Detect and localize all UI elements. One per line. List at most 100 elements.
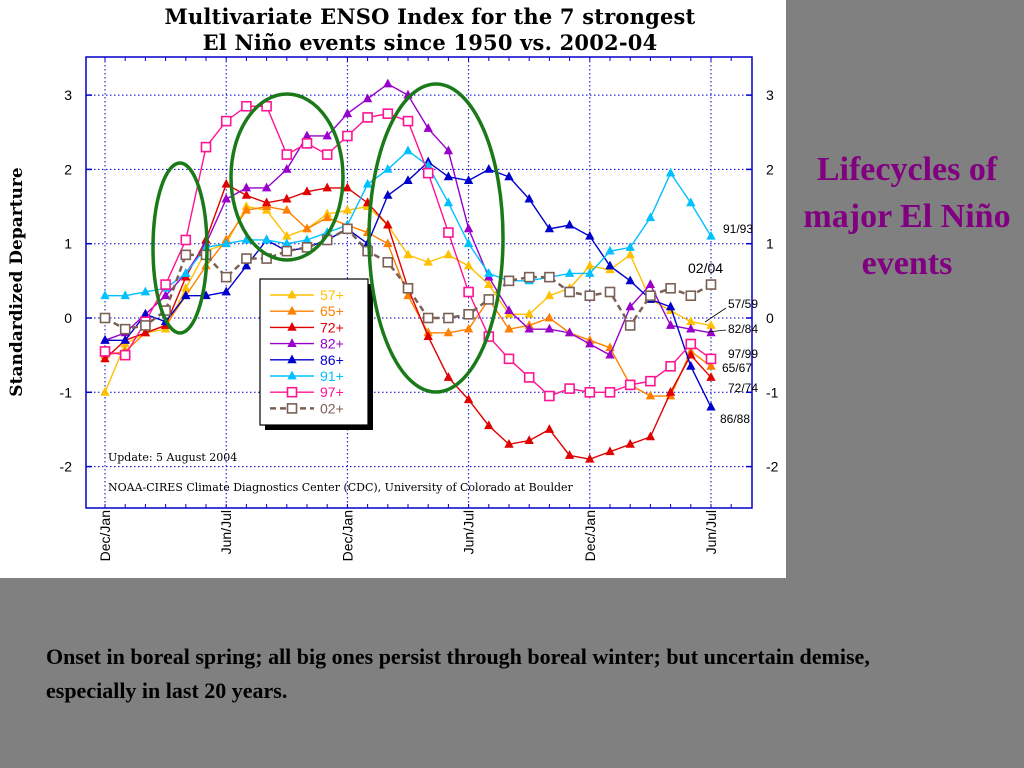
legend-label: 65+: [320, 303, 344, 319]
y-tick-label: 0: [64, 310, 72, 326]
data-point-72: [504, 438, 514, 448]
data-point-legend: [286, 403, 298, 414]
y-tick-label-right: 0: [766, 310, 774, 326]
data-point-72: [605, 446, 615, 456]
series-end-label: 57/59: [728, 297, 758, 311]
legend-label: 86+: [320, 352, 344, 368]
data-point-97: [705, 353, 717, 365]
series-end-label: 65/67: [722, 361, 752, 375]
data-point-86: [524, 193, 534, 203]
data-point-57: [463, 260, 474, 270]
data-point-72: [665, 386, 676, 396]
y-tick-label: 1: [64, 236, 72, 252]
data-point-82: [544, 323, 555, 333]
data-point-65: [302, 223, 312, 233]
data-point-82: [160, 290, 171, 300]
highlight-ellipse: [367, 82, 505, 394]
data-point-82: [322, 130, 332, 140]
data-point-82: [342, 108, 353, 118]
x-tick-label: Jun/Jul: [461, 510, 477, 554]
data-point-86: [463, 175, 474, 184]
highlight-ellipse: [151, 161, 209, 335]
data-point-72: [282, 193, 292, 203]
chart-figure: Multivariate ENSO Index for the 7 strong…: [0, 0, 786, 578]
series-end-label: 86/88: [720, 412, 750, 426]
y-tick-label-right: -1: [766, 384, 779, 400]
data-point-82: [504, 305, 514, 314]
data-point-72: [241, 190, 252, 199]
data-point-82: [282, 164, 292, 173]
data-point-82: [423, 123, 433, 132]
data-point-91: [403, 145, 413, 155]
legend-label: 97+: [320, 384, 344, 400]
data-point-02: [281, 245, 293, 257]
data-point-86: [100, 334, 110, 344]
legend-label: 02+: [320, 400, 344, 416]
data-point-97: [261, 100, 272, 112]
data-point-02: [503, 275, 515, 287]
end-label-leader: [707, 329, 727, 333]
data-point-02: [140, 320, 151, 331]
chart-note-update: Update: 5 August 2004: [108, 451, 237, 464]
data-point-91: [625, 242, 635, 251]
data-point-65: [706, 360, 716, 370]
data-point-97: [321, 149, 333, 160]
y-tick-label: -2: [60, 459, 73, 475]
data-point-02: [544, 271, 555, 283]
data-point-02: [624, 320, 636, 331]
data-point-86: [383, 190, 393, 199]
data-point-91: [665, 167, 676, 177]
data-point-72: [261, 197, 272, 207]
data-point-72: [443, 372, 454, 381]
series-end-label: 91/93: [723, 222, 753, 236]
data-point-82: [443, 145, 454, 155]
data-point-91: [362, 178, 373, 188]
data-point-65: [241, 204, 252, 214]
data-point-97: [220, 115, 232, 127]
data-point-02: [604, 286, 616, 298]
data-point-86: [585, 230, 595, 240]
data-point-82: [241, 182, 252, 192]
y-tick-label-right: 1: [766, 236, 774, 252]
data-point-57: [524, 308, 534, 318]
data-point-91: [120, 290, 130, 300]
legend-box: [259, 278, 369, 426]
line-chart: -2 -2 -1 -1 0 0 1 1 2 2 3 3 Dec/Jan Jun/Jul Dec/Jan Jun…: [7, 56, 779, 561]
data-point-91: [706, 230, 716, 240]
data-point-72: [423, 331, 433, 340]
data-point-82: [625, 301, 635, 311]
data-point-72: [564, 450, 575, 459]
data-point-97: [584, 386, 596, 398]
data-point-97: [544, 390, 555, 402]
chart-subtitle: El Niño events since 1950 vs. 2002-04: [202, 30, 658, 55]
data-point-57: [443, 249, 454, 259]
x-tick-label: Dec/Jan: [339, 510, 355, 561]
data-point-02: [523, 271, 535, 283]
data-point-91: [443, 197, 454, 207]
data-point-91: [564, 268, 575, 277]
data-point-86: [120, 334, 130, 344]
data-point-86: [686, 360, 696, 370]
data-point-97: [564, 383, 575, 394]
data-point-86: [443, 171, 454, 181]
data-point-72: [544, 424, 555, 433]
chart-title: Multivariate ENSO Index for the 7 strong…: [164, 4, 696, 29]
data-point-97: [645, 375, 656, 387]
data-point-02: [463, 308, 474, 320]
data-point-86: [241, 260, 252, 270]
data-point-91: [261, 234, 272, 244]
series-end-label: 02/04: [688, 260, 723, 276]
series-end-label: 82/84: [728, 322, 758, 336]
data-point-97: [685, 338, 697, 350]
y-axis-label: Standardized Departure: [7, 167, 27, 397]
data-point-91: [484, 268, 494, 277]
data-point-65: [504, 323, 514, 333]
data-point-82: [665, 320, 676, 329]
data-point-82: [383, 78, 393, 88]
data-point-82: [686, 323, 696, 333]
data-point-72: [100, 353, 110, 363]
data-point-65: [322, 212, 332, 222]
data-point-65: [463, 323, 474, 333]
data-point-97: [422, 167, 434, 179]
highlight-ellipse: [229, 92, 345, 262]
